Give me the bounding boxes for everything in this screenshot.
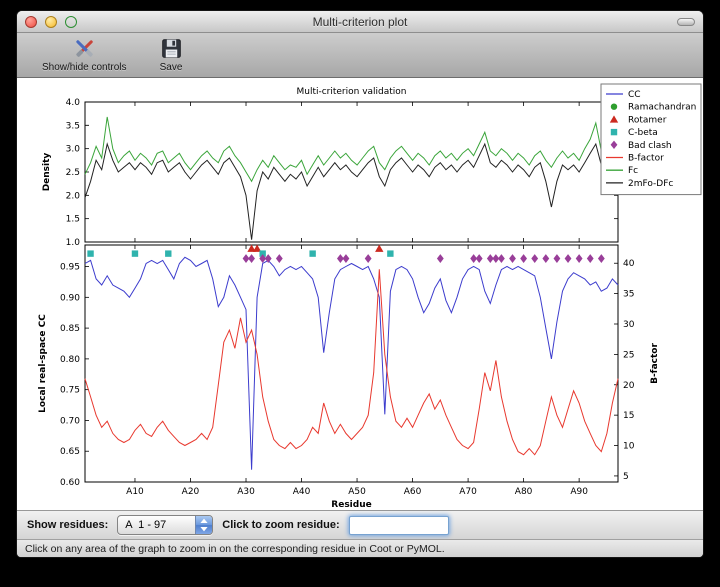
minimize-button[interactable] [45, 16, 57, 28]
cc-axis-label: Local real-space CC [38, 314, 48, 413]
legend-entry: B-factor [606, 154, 664, 164]
x-tick-label: A50 [348, 487, 366, 497]
title-bar[interactable]: Multi-criterion plot [17, 11, 703, 33]
figure-title: Multi-criterion validation [296, 87, 406, 97]
x-tick-label: A80 [515, 487, 533, 497]
y-tick-label: 35 [623, 290, 634, 300]
y-tick-label: 15 [623, 411, 634, 421]
x-axis-label: Residue [331, 500, 371, 510]
toolbar: Show/hide controls Save [17, 33, 703, 78]
y-tick-label: 1.5 [66, 215, 80, 225]
app-window: Multi-criterion plot Show/hide controls [16, 10, 704, 558]
controls-bar: Show residues: A 1 - 97 Click to zoom re… [17, 510, 703, 539]
y-tick-label: 0.85 [60, 324, 80, 334]
series-cc [84, 256, 619, 470]
close-button[interactable] [25, 16, 37, 28]
legend-box [600, 83, 702, 196]
legend-label: CC [628, 90, 641, 100]
markers-c-beta [87, 250, 394, 257]
series-b-factor [84, 269, 619, 456]
legend-entry: CC [606, 90, 641, 100]
legend-entry: Ramachandran [610, 103, 696, 113]
y-tick-label: 0.60 [60, 478, 80, 488]
y-tick-label: 0.90 [60, 293, 80, 303]
series-2mfo-dfc [84, 142, 619, 240]
legend-label: B-factor [628, 154, 664, 164]
cc-bfactor-panel: 0.60 0.65 0.70 0.75 0.80 0.85 0.90 0.95 5 10 15 20 2… [38, 244, 660, 510]
toolbar-toggle-button[interactable] [677, 18, 695, 26]
legend-label: Rotamer [628, 115, 667, 125]
legend-label: Fc [628, 166, 638, 176]
y-tick-label: 1.0 [66, 238, 81, 248]
traffic-lights [25, 16, 77, 28]
floppy-disk-icon [161, 39, 181, 58]
x-tick-label: A10 [126, 487, 144, 497]
y-tick-label: 20 [623, 381, 635, 391]
window-title: Multi-criterion plot [312, 14, 408, 29]
multi-criterion-figure: Multi-criterion validation 1.0 1.5 2.0 2.5 3.… [38, 83, 702, 510]
zoom-window-button[interactable] [65, 16, 77, 28]
legend-label: C-beta [628, 128, 658, 138]
chart-legend: CC Ramachandran Rotamer C-beta Bad clash B-fa… [600, 83, 702, 196]
y-tick-label: 2.0 [66, 191, 81, 201]
legend-entry: Rotamer [609, 115, 667, 125]
y-tick-label: 3.0 [66, 145, 81, 155]
x-tick-label: A40 [293, 487, 311, 497]
stepper-arrows-icon [195, 516, 213, 534]
y-tick-label: 0.70 [60, 416, 80, 426]
legend-entry: C-beta [610, 128, 658, 138]
x-tick-label: A30 [237, 487, 255, 497]
tool-label: Save [159, 62, 183, 73]
crossed-tools-icon [76, 40, 93, 57]
legend-label: 2mFo-DFc [628, 179, 673, 189]
tool-label: Show/hide controls [42, 62, 127, 73]
legend-entry: Bad clash [610, 140, 672, 151]
density-panel: 1.0 1.5 2.0 2.5 3.0 3.5 4.0 Density [42, 98, 619, 248]
y-tick-label: 25 [623, 350, 634, 360]
x-tick-label: A60 [404, 487, 422, 497]
save-button[interactable]: Save [156, 36, 187, 73]
zoom-residue-label: Click to zoom residue: [222, 519, 340, 531]
residue-range-value: A 1 - 97 [125, 519, 167, 531]
zoom-residue-input[interactable] [348, 515, 449, 535]
status-text: Click on any area of the graph to zoom i… [25, 542, 445, 555]
show-hide-controls-button[interactable]: Show/hide controls [39, 36, 130, 73]
y-tick-label: 0.80 [60, 355, 80, 365]
y-tick-label: 10 [623, 442, 635, 452]
markers-rotamer [247, 244, 384, 252]
y-tick-label: 0.65 [60, 447, 80, 457]
status-bar: Click on any area of the graph to zoom i… [17, 539, 703, 557]
series-fc [84, 116, 619, 183]
show-residues-label: Show residues: [27, 519, 109, 531]
legend-entry: 2mFo-DFc [606, 179, 673, 189]
x-tick-label: A90 [570, 487, 588, 497]
residue-range-select[interactable]: A 1 - 97 [117, 515, 214, 535]
y-tick-label: 4.0 [66, 98, 81, 108]
y-tick-label: 0.95 [60, 263, 80, 273]
y-tick-label: 30 [623, 320, 635, 330]
plot-canvas[interactable]: Multi-criterion validation 1.0 1.5 2.0 2.5 3.… [17, 78, 703, 510]
x-tick-label: A70 [459, 487, 477, 497]
legend-label: Ramachandran [628, 103, 696, 113]
cc-frame [84, 244, 619, 483]
markers-bad-clash [242, 254, 605, 263]
y-tick-label: 2.5 [66, 168, 80, 178]
density-axis-label: Density [42, 153, 52, 192]
y-tick-label: 0.75 [60, 386, 80, 396]
y-tick-label: 40 [623, 259, 635, 269]
y-tick-label: 5 [623, 472, 629, 482]
y-tick-label: 3.5 [66, 121, 80, 131]
legend-entry: Fc [606, 166, 638, 176]
bfactor-axis-label: B-factor [650, 343, 660, 384]
x-tick-label: A20 [182, 487, 200, 497]
legend-label: Bad clash [628, 141, 672, 151]
